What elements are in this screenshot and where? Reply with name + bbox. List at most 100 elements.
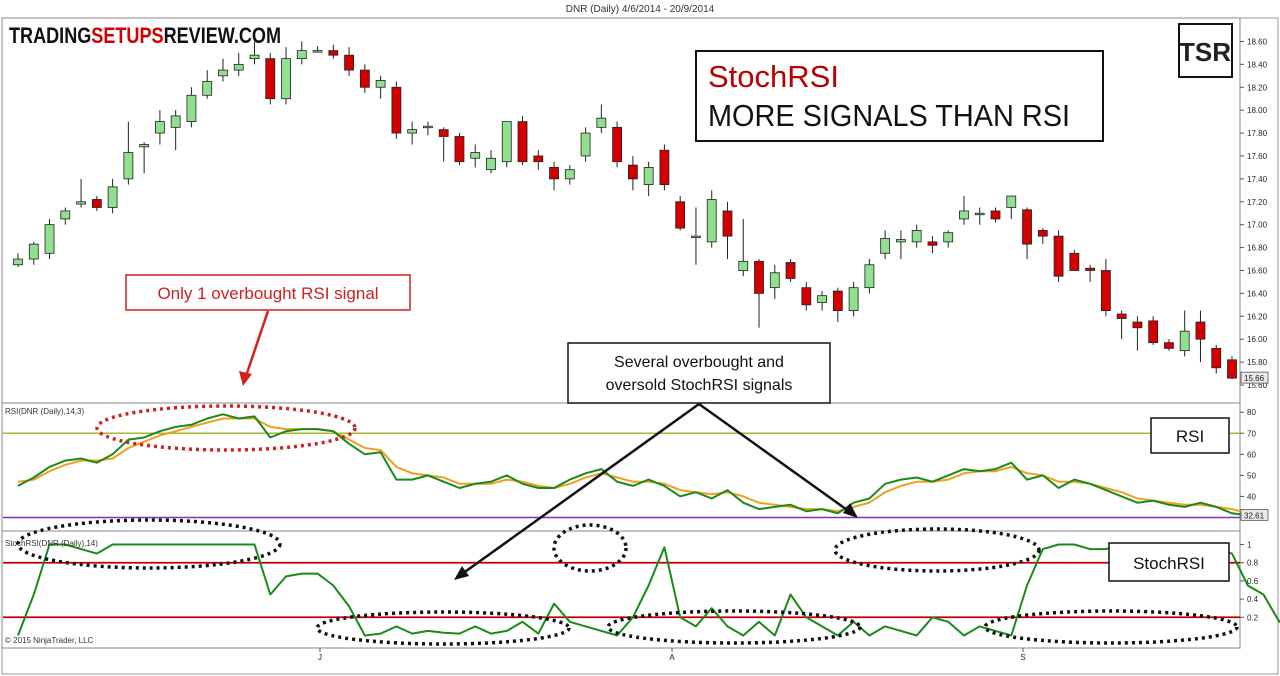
bull-candle-body xyxy=(170,115,181,128)
bear-candle-body xyxy=(1116,313,1127,319)
candle xyxy=(1211,344,1222,374)
stoch-indicator-name: StochRSI(DNR (Daily),14) xyxy=(5,539,98,548)
candle xyxy=(470,144,481,168)
site-mid: SETUPS xyxy=(91,23,163,48)
candle xyxy=(801,281,812,311)
candle xyxy=(990,207,1001,223)
x-tick-label: A xyxy=(669,653,675,662)
price-tick-label: 17.00 xyxy=(1247,221,1268,230)
candle xyxy=(596,104,607,134)
candle xyxy=(186,87,197,128)
candle xyxy=(1132,316,1143,351)
bull-candle-body xyxy=(817,295,827,303)
price-tick-label: 16.60 xyxy=(1247,266,1268,275)
candle xyxy=(328,44,339,59)
bull-candle-body xyxy=(76,201,86,205)
bear-candle-body xyxy=(675,201,686,229)
stoch-tick-label: 0.6 xyxy=(1247,577,1259,586)
bear-candle-body xyxy=(1053,235,1064,277)
candle xyxy=(44,218,55,260)
bull-candle-body xyxy=(596,117,607,128)
price-tick-label: 15.80 xyxy=(1247,358,1268,367)
candle xyxy=(880,230,891,260)
bull-candle-body xyxy=(407,129,418,134)
bull-candle-body xyxy=(233,63,244,71)
bear-candle-body xyxy=(1211,347,1222,369)
rsi-indicator-name: RSI(DNR (Daily),14,3) xyxy=(5,407,84,416)
candle xyxy=(1116,310,1127,340)
stoch-tick-label: 0.8 xyxy=(1247,559,1259,568)
bear-candle-body xyxy=(990,210,1001,220)
bear-candle-body xyxy=(1148,320,1159,344)
candle xyxy=(202,70,213,99)
stoch-arrow-left xyxy=(461,402,700,576)
candle xyxy=(817,291,827,311)
candle xyxy=(1148,316,1159,345)
bear-candle-body xyxy=(549,167,559,180)
bull-candle-body xyxy=(186,94,197,123)
bear-candle-body xyxy=(722,210,733,237)
candle xyxy=(60,207,71,225)
bull-candle-body xyxy=(202,81,213,96)
candle xyxy=(1069,249,1080,271)
rsi-label: RSI xyxy=(1176,427,1204,446)
bull-candle-body xyxy=(13,258,23,266)
candle xyxy=(76,178,86,208)
price-tick-label: 16.40 xyxy=(1247,289,1268,298)
bear-candle-body xyxy=(91,199,102,208)
candle xyxy=(564,165,575,185)
bull-candle-body xyxy=(44,224,55,254)
bull-candle-body xyxy=(107,186,118,208)
bear-candle-body xyxy=(754,260,764,294)
rsi-note-box xyxy=(125,274,411,311)
site-suffix: REVIEW.COM xyxy=(164,23,281,48)
stoch-os-ellipse-3 xyxy=(983,609,1239,645)
candle xyxy=(1195,310,1206,363)
price-tick-label: 17.60 xyxy=(1247,152,1268,161)
candle xyxy=(959,196,969,225)
candle xyxy=(927,236,938,254)
headline-line1: StochRSI xyxy=(708,59,839,94)
candle xyxy=(265,52,276,105)
bear-candle-body xyxy=(1195,321,1206,340)
candle xyxy=(91,196,102,211)
stoch-tick-label: 0.4 xyxy=(1247,595,1259,604)
bear-candle-body xyxy=(1227,359,1237,379)
stoch-tick-label: 1 xyxy=(1247,541,1252,550)
stoch-ob-ellipse-3 xyxy=(833,527,1041,573)
site-prefix: TRADING xyxy=(9,23,91,48)
stoch-label: StochRSI xyxy=(1133,554,1205,573)
candle xyxy=(549,161,559,191)
candle xyxy=(943,230,954,248)
price-tick-label: 17.80 xyxy=(1247,129,1268,138)
bull-candle-body xyxy=(28,243,39,260)
bull-candle-body xyxy=(691,235,701,239)
price-tick-label: 18.00 xyxy=(1247,106,1268,115)
price-tick-label: 16.80 xyxy=(1247,244,1268,253)
bull-candle-body xyxy=(580,132,591,157)
stoch-ob-ellipse-1 xyxy=(16,518,282,570)
bear-candle-body xyxy=(1037,230,1048,237)
candle xyxy=(659,144,670,191)
candle xyxy=(375,75,386,99)
candle xyxy=(848,281,859,317)
rsi-label-box xyxy=(1150,417,1230,454)
bear-candle-body xyxy=(265,58,276,100)
stoch-arrow-right xyxy=(698,402,851,514)
rsi-series-group: 80 70 60 50 40 32.61 xyxy=(3,408,1269,521)
candle xyxy=(1037,228,1048,245)
candle xyxy=(580,127,591,162)
candle xyxy=(1085,264,1096,282)
bull-candle-body xyxy=(1179,330,1190,352)
bull-candle-body xyxy=(470,152,481,159)
stoch-ob-ellipse-2 xyxy=(552,523,628,573)
headline-box xyxy=(695,50,1104,142)
stoch-note-line1: Several overbought and xyxy=(614,354,784,371)
stochrsi-panel xyxy=(1,530,1241,649)
bear-candle-body xyxy=(533,155,544,163)
candle xyxy=(359,64,370,93)
price-tick-label: 17.20 xyxy=(1247,198,1268,207)
candle xyxy=(1022,207,1032,260)
candle xyxy=(28,241,39,265)
